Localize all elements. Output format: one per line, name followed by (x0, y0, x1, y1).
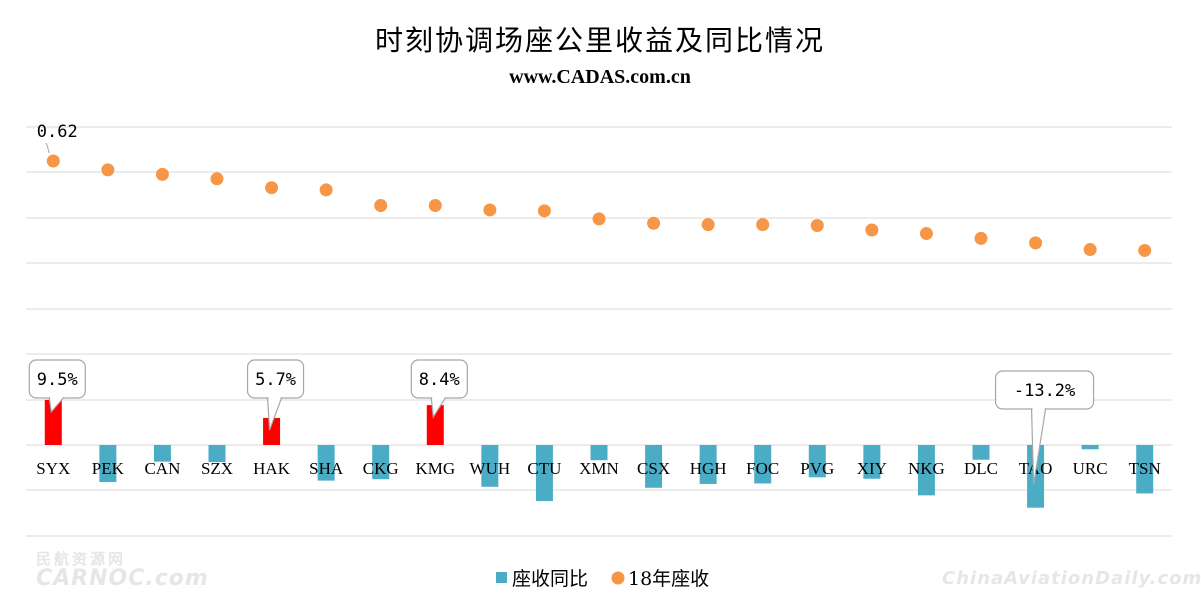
watermark-carnoc-cn: 民航资源网 (36, 550, 127, 568)
data-label-kmg: 8.4% (410, 359, 468, 419)
bar-ckg (372, 445, 390, 480)
point-urc (1083, 243, 1097, 257)
x-label-xmn: XMN (579, 459, 619, 478)
point-foc (756, 218, 770, 232)
chart-title: 时刻协调场座公里收益及同比情况 (375, 24, 825, 57)
x-label-pvg: PVG (800, 459, 834, 478)
legend-swatch-bar (496, 572, 507, 583)
data-label-text: 9.5% (37, 370, 78, 390)
bar-xiy (863, 445, 881, 479)
data-label-hak: 5.7% (246, 359, 305, 431)
data-label-text: 8.4% (419, 370, 460, 390)
point-pvg (810, 219, 824, 233)
bar-can (153, 445, 171, 462)
bar-syx (44, 399, 62, 445)
legend-label-bar: 座收同比 (512, 568, 588, 590)
data-label-text: -13.2% (1014, 381, 1075, 401)
point-tao (1029, 236, 1043, 250)
point-syx (46, 154, 60, 168)
bar-xmn (590, 445, 608, 461)
scatter-series (46, 154, 1152, 257)
bar-nkg (917, 445, 935, 496)
watermark-carnoc: CARNOC.com (36, 566, 209, 591)
legend: 座收同比 18年座收 (496, 568, 709, 590)
x-label-foc: FOC (746, 459, 779, 478)
point-szx (210, 172, 224, 186)
x-label-ctu: CTU (527, 459, 561, 478)
data-label-syx: 9.5% (28, 359, 86, 414)
point-wuh (483, 203, 497, 217)
legend-label-point: 18年座收 (628, 568, 709, 590)
bar-pvg (808, 445, 826, 478)
point-xmn (592, 212, 606, 226)
bar-hak (263, 417, 281, 445)
x-label-tsn: TSN (1129, 459, 1161, 478)
x-label-csx: CSX (637, 459, 670, 478)
legend-swatch-point (611, 571, 625, 585)
bar-csx (645, 445, 663, 488)
bar-pek (99, 445, 117, 483)
bar-urc (1081, 445, 1099, 450)
x-label-hgh: HGH (690, 459, 727, 478)
bar-tsn (1136, 445, 1154, 494)
bar-wuh (481, 445, 499, 487)
watermark-chinaaviationdaily: ChinaAviationDaily.com (942, 568, 1201, 589)
data-label-tao: -13.2% (994, 370, 1095, 486)
x-label-dlc: DLC (964, 459, 998, 478)
bar-dlc (972, 445, 990, 460)
point-nkg (919, 227, 933, 241)
point-xiy (865, 223, 879, 237)
x-label-ckg: CKG (363, 459, 399, 478)
data-labels: 9.5% 5.7% 8.4% -13.2% 0.62 (28, 122, 1095, 486)
point-ctu (537, 204, 551, 218)
bar-szx (208, 445, 226, 463)
bar-foc (754, 445, 772, 484)
x-label-kmg: KMG (415, 459, 455, 478)
point-dlc (974, 231, 988, 245)
bar-tao (1027, 445, 1045, 508)
bar-kmg (426, 405, 444, 445)
x-label-sha: SHA (309, 459, 344, 478)
point-hak (265, 181, 279, 195)
point-tsn (1138, 243, 1152, 257)
bar-hgh (699, 445, 717, 484)
point-hgh (701, 218, 715, 232)
point-sha (319, 183, 333, 197)
bar-sha (317, 445, 335, 481)
point-ckg (374, 199, 388, 212)
x-label-pek: PEK (92, 459, 125, 478)
x-label-can: CAN (144, 459, 180, 478)
point-kmg (428, 199, 442, 212)
x-label-wuh: WUH (470, 459, 511, 478)
x-label-szx: SZX (201, 459, 233, 478)
bar-ctu (535, 445, 553, 502)
point-can (155, 167, 169, 181)
point-csx (647, 216, 661, 230)
point-pek (101, 163, 115, 177)
point-label-syx: 0.62 (37, 122, 78, 142)
x-label-urc: URC (1073, 459, 1108, 478)
chart-subtitle: www.CADAS.com.cn (509, 66, 691, 88)
x-label-xiy: XIY (857, 459, 887, 478)
data-label-text: 5.7% (255, 370, 296, 390)
x-label-hak: HAK (253, 459, 291, 478)
bar-series (44, 399, 1154, 508)
point-label-leader (45, 142, 50, 154)
x-label-syx: SYX (36, 459, 70, 478)
x-axis-labels: SYX PEK CAN SZX HAK SHA CKG KMG WUH CTU XMN CSX HGH F… (36, 459, 1160, 478)
x-label-nkg: NKG (908, 459, 945, 478)
